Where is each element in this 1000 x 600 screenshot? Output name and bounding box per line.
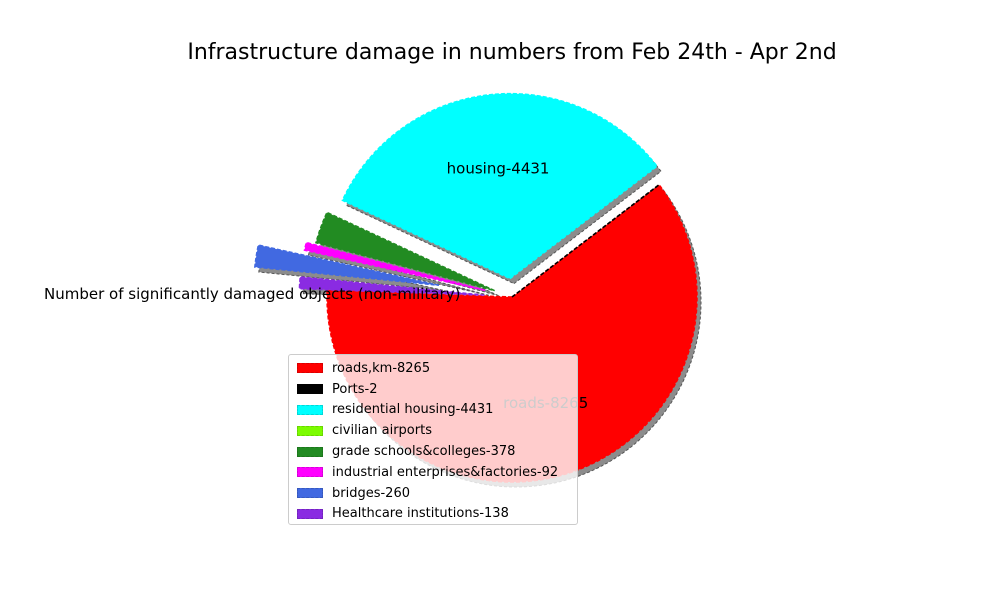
- legend-label: industrial enterprises&factories-92: [332, 464, 559, 480]
- legend-entry: civilian airports: [297, 420, 569, 441]
- legend: roads,km-8265 Ports-2 residential housin…: [288, 354, 578, 525]
- legend-swatch: [297, 384, 323, 395]
- legend-label: residential housing-4431: [332, 402, 494, 418]
- legend-entry: bridges-260: [297, 483, 569, 504]
- y-axis-label: Number of significantly damaged objects …: [44, 285, 461, 303]
- legend-entry: grade schools&colleges-378: [297, 441, 569, 462]
- legend-entry: residential housing-4431: [297, 400, 569, 421]
- legend-label: bridges-260: [332, 485, 410, 501]
- legend-entry: roads,km-8265: [297, 358, 569, 379]
- legend-swatch: [297, 467, 323, 478]
- legend-label: Healthcare institutions-138: [332, 506, 509, 522]
- legend-entry: Ports-2: [297, 379, 569, 400]
- pie-slice: [303, 241, 486, 292]
- legend-swatch: [297, 363, 323, 374]
- pie-slice: [254, 244, 440, 287]
- pie-slice: [298, 276, 485, 296]
- legend-swatch: [297, 425, 323, 436]
- legend-swatch: [297, 508, 323, 519]
- slice-label: housing-4431: [447, 159, 550, 177]
- legend-label: civilian airports: [332, 423, 432, 439]
- pie-slice: [511, 183, 661, 298]
- legend-label: Ports-2: [332, 381, 378, 397]
- legend-swatch: [297, 404, 323, 415]
- pie-slice: [341, 92, 659, 280]
- legend-entry: industrial enterprises&factories-92: [297, 462, 569, 483]
- legend-entry: Healthcare institutions-138: [297, 504, 569, 525]
- legend-swatch: [297, 446, 323, 457]
- legend-label: grade schools&colleges-378: [332, 444, 516, 460]
- chart-title: Infrastructure damage in numbers from Fe…: [187, 40, 837, 65]
- pie-slice: [315, 211, 495, 292]
- legend-label: roads,km-8265: [332, 360, 431, 376]
- legend-swatch: [297, 488, 323, 499]
